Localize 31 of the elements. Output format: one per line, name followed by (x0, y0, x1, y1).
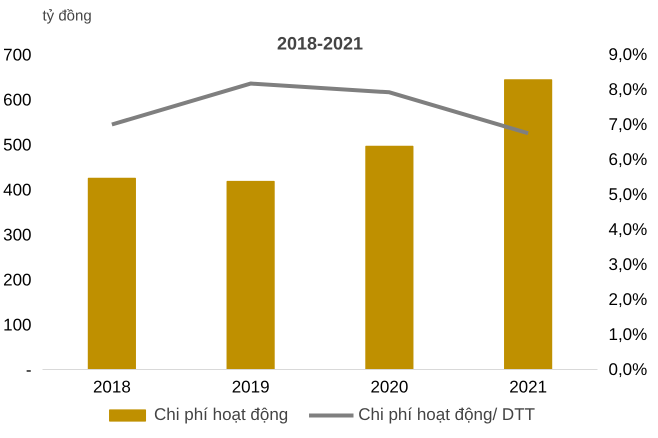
bar (88, 178, 136, 370)
y-tick-label: 500 (3, 136, 32, 154)
y-tick-label: 600 (3, 90, 32, 110)
chart-title: 2018-2021 (276, 34, 364, 54)
y2-tick-label: 9,0% (608, 45, 648, 64)
y2-tick-label: 4,0% (608, 220, 648, 239)
y2-tick-label: 5,0% (608, 185, 648, 204)
y-tick-label: 300 (3, 226, 32, 244)
y2-tick-label: 8,0% (608, 80, 648, 99)
legend-label: Chi phí hoạt động/ DTT (358, 405, 535, 425)
legend-label: Chi phí hoạt động (154, 405, 288, 425)
y-axis-title: tỷ đồng (42, 8, 92, 24)
y-tick-label: 700 (3, 46, 32, 64)
x-tick-label: 2019 (232, 378, 270, 396)
line-series (110, 82, 530, 136)
y-tick-label: 400 (3, 180, 32, 200)
y2-tick-label: 7,0% (608, 115, 648, 134)
x-tick-label: 2018 (92, 378, 131, 396)
y-tick-label: 200 (3, 270, 32, 290)
y2-tick-label: 3,0% (608, 255, 648, 274)
y-tick-label: 100 (3, 316, 32, 334)
y2-tick-label: 1,0% (608, 325, 648, 344)
bar (504, 79, 552, 370)
bar (365, 146, 414, 370)
x-tick-label: 2020 (370, 378, 408, 396)
y2-tick-label: 0,0% (608, 360, 648, 379)
y2-tick-label: 6,0% (608, 150, 648, 169)
bar (226, 180, 275, 370)
y2-tick-label: 2,0% (608, 290, 648, 309)
y-tick-label: - (26, 360, 32, 380)
x-tick-label: 2021 (509, 378, 548, 396)
